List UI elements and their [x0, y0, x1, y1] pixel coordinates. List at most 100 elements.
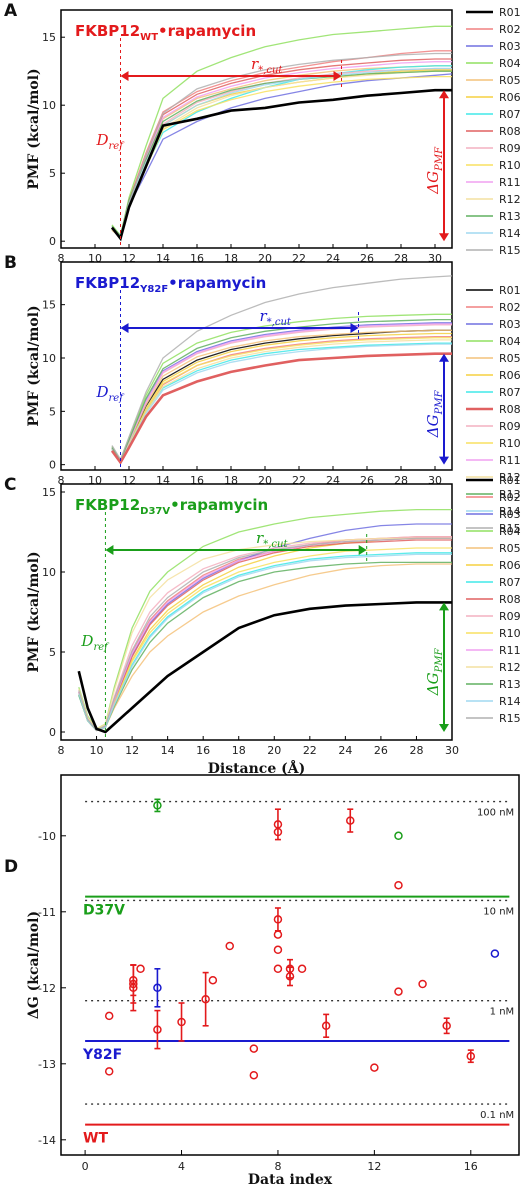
title-main: FKBP12 — [75, 496, 140, 514]
dg-sub: PMF — [434, 389, 445, 415]
x-tick-label: 18 — [224, 252, 238, 265]
series-line-r10 — [111, 337, 452, 463]
y-tick-label: 10 — [42, 566, 56, 579]
ref-line-label: 0.1 nM — [480, 1110, 514, 1121]
legend-label: R04 — [499, 57, 521, 70]
ref-line-label: 10 nM — [483, 906, 514, 917]
dg-arrowhead-top — [439, 353, 449, 362]
title-sub: WT — [140, 32, 158, 43]
dref-main: D — [96, 131, 109, 149]
data-point — [273, 827, 283, 837]
rcut-sub: *,cut — [267, 317, 292, 328]
dg-main: ΔG — [424, 414, 442, 438]
x-tick-label: 28 — [409, 744, 423, 757]
plot-frame — [60, 774, 520, 1156]
panel-d: D 0 4 8 12 16 -10 -11 -12 -13 -14 ΔG (kcal/mol) Data… — [4, 774, 520, 1185]
dref-label: Dref — [96, 383, 126, 404]
legend-label: R08 — [499, 593, 521, 606]
x-tick-label: 14 — [156, 252, 170, 265]
legend-label: R13 — [499, 210, 521, 223]
legend-label: R12 — [499, 193, 521, 206]
y-axis-label: PMF (kcal/mol) — [26, 551, 42, 672]
x-tick-label: 8 — [58, 744, 65, 757]
panel-title: FKBP12WT•rapamycin — [75, 22, 256, 43]
data-point — [442, 1021, 451, 1031]
panel-title: FKBP12Y82F•rapamycin — [75, 274, 266, 295]
series-line-r06 — [111, 332, 452, 463]
x-tick-label: 24 — [326, 252, 340, 265]
ref-line-label: 1 nM — [490, 1007, 515, 1018]
series-line-r09 — [78, 536, 452, 732]
x-tick-label: 20 — [267, 744, 281, 757]
data-point — [394, 880, 403, 890]
panel-c: C FKBP12D37V•rapamycin 8 10 12 14 16 18 20 22 24 26… — [4, 474, 521, 777]
hline-label: WT — [83, 1131, 108, 1147]
dg-label: ΔGPMF — [424, 146, 445, 195]
legend-label: R07 — [499, 386, 521, 399]
rcut-label: r*,cut — [260, 307, 292, 328]
legend-label: R13 — [499, 678, 521, 691]
x-tick-label: 8 — [58, 474, 65, 487]
legend-label: R04 — [499, 335, 521, 348]
series-line-r15 — [111, 52, 452, 239]
panel-letter: D — [4, 857, 18, 877]
title-sub: Y82F — [139, 284, 168, 295]
x-tick-label: 24 — [338, 744, 352, 757]
dg-label: ΔGPMF — [424, 647, 445, 696]
legend-label: R02 — [499, 491, 521, 504]
x-tick-label: 30 — [445, 744, 459, 757]
legend-label: R09 — [499, 142, 521, 155]
series-line-r02 — [111, 50, 452, 239]
legend-label: R14 — [499, 505, 521, 518]
data-point — [394, 831, 403, 841]
legend-label: R11 — [499, 176, 521, 189]
y-tick-label: -14 — [38, 1134, 56, 1147]
rcut-sub: *,cut — [263, 539, 288, 550]
y-tick-label: 5 — [49, 405, 56, 418]
data-point — [418, 979, 427, 989]
x-tick-label: 10 — [88, 252, 102, 265]
data-point — [129, 983, 138, 993]
legend-label: R01 — [499, 474, 521, 487]
plot-frame — [60, 9, 453, 249]
x-tick-label: 4 — [178, 1160, 185, 1173]
x-tick-label: 16 — [196, 744, 210, 757]
data-point — [321, 1021, 331, 1031]
legend-label: R11 — [499, 644, 521, 657]
data-point — [104, 1011, 114, 1021]
legend-label: R15 — [499, 712, 521, 725]
dref-label: Dref — [80, 632, 110, 653]
x-tick-label: 20 — [258, 252, 272, 265]
data-point — [394, 987, 403, 996]
series-line-r04 — [111, 25, 452, 238]
y-tick-label: 10 — [42, 99, 56, 112]
dref-sub: ref — [109, 393, 126, 404]
legend-label: R14 — [499, 227, 521, 240]
title-rest: •rapamycin — [170, 496, 268, 514]
legend-label: R15 — [499, 522, 521, 535]
x-tick-label: 22 — [292, 474, 306, 487]
title-rest: •rapamycin — [168, 274, 266, 292]
hline-label: Y82F — [82, 1047, 122, 1063]
legend-label: R09 — [499, 610, 521, 623]
y-tick-label: 0 — [49, 235, 56, 248]
legend: R01 R02 R03 R04 R05 R06 R07 R08 R09 R10 R11 R12 R13 R… — [466, 474, 521, 725]
data-point — [346, 816, 355, 825]
legend-label: R05 — [499, 542, 521, 555]
data-point — [136, 964, 145, 974]
legend-label: R10 — [499, 437, 521, 450]
legend-label: R06 — [499, 559, 521, 572]
rcut-arrowhead-right — [333, 71, 342, 81]
x-tick-label: 26 — [374, 744, 388, 757]
data-point — [249, 1044, 259, 1053]
series-line-r15 — [111, 275, 453, 461]
data-point — [201, 994, 210, 1004]
rcut-label: r*,cut — [251, 55, 283, 76]
data-point — [273, 945, 283, 955]
series-line-r14 — [78, 553, 452, 732]
series-line-r15 — [78, 537, 452, 732]
y-axis-label: PMF (kcal/mol) — [26, 68, 42, 189]
dg-arrowhead-bottom — [439, 724, 449, 732]
y-tick-label: 5 — [49, 646, 56, 659]
